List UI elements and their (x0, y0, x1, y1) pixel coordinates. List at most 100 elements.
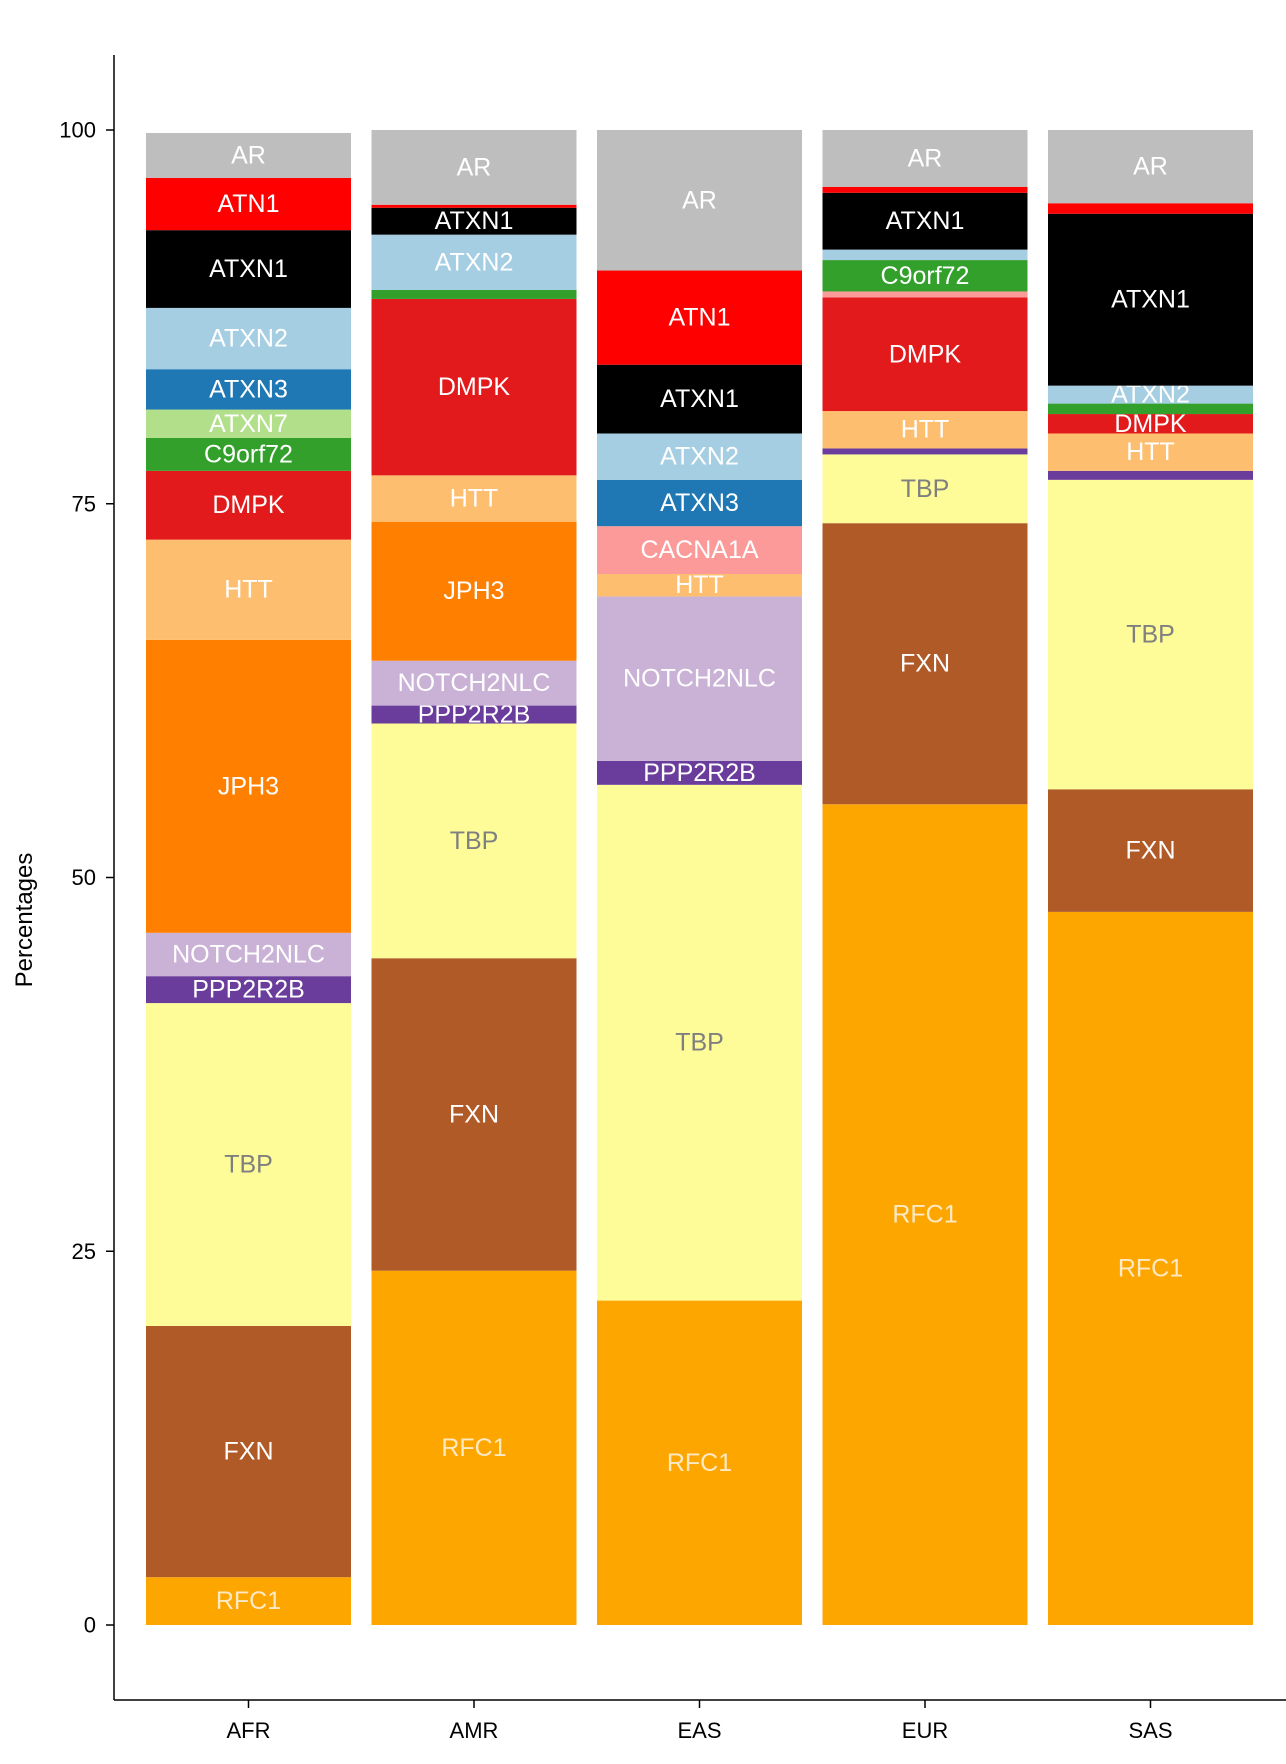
segment-afr-htt (146, 539, 351, 640)
segment-amr-dmpk (371, 298, 577, 476)
segment-eur-c9orf72 (822, 260, 1028, 292)
segment-label: RFC1 (441, 1434, 506, 1462)
segment-label: HTT (1126, 438, 1175, 466)
segment-eur-htt (822, 411, 1028, 449)
segment-eur-atxn1 (822, 192, 1028, 250)
segment-label: DMPK (438, 373, 511, 401)
segment-afr-atn1 (146, 177, 351, 231)
segment-label: TBP (675, 1029, 724, 1057)
segment-label: ATXN2 (435, 248, 514, 276)
segment-label: NOTCH2NLC (398, 669, 551, 697)
segment-eas-atn1 (597, 270, 802, 365)
segment-label: ATXN2 (209, 325, 288, 353)
y-tick-label: 100 (59, 118, 96, 143)
segment-eas-notch2nlc (597, 596, 802, 761)
segment-eas-atxn2 (597, 433, 802, 480)
segment-eas-atxn3 (597, 479, 802, 527)
segment-afr-ppp2r2b (146, 976, 351, 1004)
segment-label: ATXN1 (209, 255, 288, 283)
segment-afr-fxn (146, 1326, 351, 1578)
segment-label: TBP (450, 827, 499, 855)
segment-afr-ar (146, 132, 351, 178)
segment-label: ATN1 (668, 304, 730, 332)
x-tick-label: SAS (1128, 1718, 1172, 1743)
segment-label: RFC1 (1118, 1254, 1183, 1282)
segment-amr-fxn (371, 958, 577, 1271)
segment-label: HTT (901, 416, 950, 444)
segment-label: AR (231, 141, 266, 169)
segment-label: DMPK (1114, 410, 1187, 438)
segment-eur-dmpk (822, 297, 1028, 412)
segment-label: DMPK (889, 340, 962, 368)
x-tick-label: EAS (677, 1718, 721, 1743)
segment-eas-atxn1 (597, 364, 802, 434)
segment-label: PPP2R2B (192, 976, 305, 1004)
y-axis-title: Percentages (11, 853, 38, 988)
bar-eur: RFC1 FXN TBP HTT DMPK C9orf72 ATXN1 AR (822, 130, 1028, 1625)
segment-label: TBP (224, 1151, 273, 1179)
axes-group: AFR AMR EAS EUR SAS 0 25 50 75 100 (59, 55, 1286, 1743)
segment-label: HTT (675, 571, 724, 599)
segment-label: ATXN1 (1111, 286, 1190, 314)
bar-amr: RFC1FXNTBPPPP2R2BNOTCH2NLCJPH3HTTDMPKATX… (371, 130, 577, 1625)
segment-afr-dmpk (146, 470, 351, 540)
segment-label: AR (457, 153, 492, 181)
segment-sas-fxn (1048, 789, 1253, 912)
segment-afr-notch2nlc (146, 932, 351, 977)
segment-label: HTT (450, 485, 499, 513)
bars-group: RFC1FXNTBPPPP2R2BNOTCH2NLCJPH3HTTDMPKC9o… (146, 130, 1253, 1625)
segment-eas-ppp2r2b (597, 760, 802, 785)
segment-label: TBP (901, 475, 950, 503)
segment-amr-jph3 (371, 521, 577, 661)
segment-label: AR (1133, 153, 1168, 181)
segment-label: JPH3 (443, 577, 504, 605)
segment-label: FXN (1126, 837, 1176, 865)
segment-sas-c9orf72 (1048, 403, 1253, 415)
segment-label: PPP2R2B (643, 759, 756, 787)
segment-label: C9orf72 (881, 262, 970, 290)
segment-label: HTT (224, 576, 273, 604)
segment-amr-rfc1 (371, 1270, 577, 1625)
segment-label: ATXN2 (660, 443, 739, 471)
segment-eur-atxn2 (822, 249, 1028, 261)
segment-eur-cacna1a (822, 291, 1028, 298)
segment-afr-rfc1 (146, 1577, 351, 1625)
segment-afr-tbp (146, 1003, 351, 1326)
segment-amr-atn1 (371, 204, 577, 208)
segment-label: C9orf72 (204, 440, 293, 468)
segment-sas-atn1 (1048, 203, 1253, 214)
y-tick-label: 25 (72, 1239, 96, 1264)
segment-eur-fxn (822, 523, 1028, 805)
y-tick-label: 75 (72, 491, 96, 516)
segment-label: RFC1 (892, 1201, 957, 1229)
segment-label: NOTCH2NLC (172, 940, 325, 968)
segment-amr-ppp2r2b (371, 705, 577, 724)
segment-afr-atxn7 (146, 409, 351, 438)
segment-sas-ppp2r2b (1048, 470, 1253, 480)
segment-label: ATXN1 (886, 207, 965, 235)
segment-eas-ar (597, 130, 802, 271)
segment-afr-c9orf72 (146, 437, 351, 471)
segment-label: ATXN1 (660, 385, 739, 413)
segment-afr-jph3 (146, 639, 351, 933)
segment-sas-htt (1048, 433, 1253, 471)
segment-eas-rfc1 (597, 1300, 802, 1625)
segment-afr-atxn2 (146, 307, 351, 370)
segment-eas-tbp (597, 784, 802, 1301)
bar-eas: RFC1 TBP PPP2R2B NOTCH2NLC HTT CACNA1A ATXN3 AT… (597, 130, 802, 1625)
segment-label: ATXN3 (660, 489, 739, 517)
segment-label: DMPK (212, 491, 285, 519)
segment-sas-ar (1048, 130, 1253, 204)
segment-label: NOTCH2NLC (623, 665, 776, 693)
segment-amr-notch2nlc (371, 660, 577, 706)
x-tick-label: AFR (227, 1718, 271, 1743)
segment-sas-atxn1 (1048, 213, 1253, 386)
segment-eur-rfc1 (822, 804, 1028, 1625)
segment-afr-atxn3 (146, 369, 351, 410)
segment-amr-atxn2 (371, 234, 577, 290)
segment-label: FXN (900, 650, 950, 678)
segment-sas-tbp (1048, 479, 1253, 790)
segment-afr-atxn1 (146, 230, 351, 308)
segment-label: ATXN3 (209, 375, 288, 403)
